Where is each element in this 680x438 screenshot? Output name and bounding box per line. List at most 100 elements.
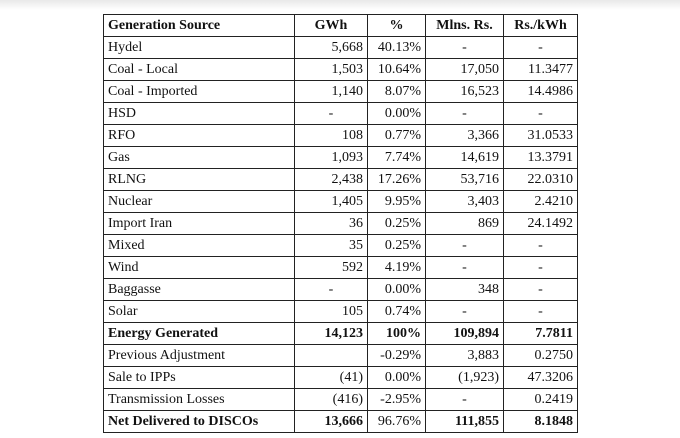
percent-cell: 7.74% (367, 146, 426, 169)
rupees-per-kwh-cell: 14.4986 (503, 80, 578, 103)
header-gwh: GWh (294, 14, 368, 37)
gwh-cell (294, 344, 368, 367)
table-row: Transmission Losses (416) -2.95% -0.2419 (103, 388, 578, 411)
table-row: Energy Generated 14,123 100% 109,894 7.7811 (103, 322, 578, 345)
rupees-per-kwh-cell: 2.4210 (503, 190, 578, 213)
header-generation-source: Generation Source (103, 14, 295, 37)
source-cell: Wind (103, 256, 295, 279)
table-header-row: Generation Source GWh % Mlns. Rs. Rs./kW… (103, 14, 578, 37)
table-row: Baggasse -0.00% 348- (103, 278, 578, 301)
source-cell: Net Delivered to DISCOs (103, 410, 295, 433)
million-rupees-cell: 16,523 (425, 80, 504, 103)
header-million-rupees: Mlns. Rs. (425, 14, 504, 37)
table-row: Wind 592 4.19% - - (103, 256, 578, 279)
source-cell: Gas (103, 146, 295, 169)
million-rupees-cell: - (425, 234, 504, 257)
rupees-per-kwh-cell: - (503, 278, 578, 301)
million-rupees-cell: (1,923) (425, 366, 504, 389)
rupees-per-kwh-cell: - (503, 256, 578, 279)
percent-cell: 0.74% (367, 300, 426, 323)
gwh-cell: 592 (294, 256, 368, 279)
million-rupees-cell: 17,050 (425, 58, 504, 81)
percent-cell: 0.00% (367, 102, 426, 125)
gwh-cell: 1,093 (294, 146, 368, 169)
million-rupees-cell: 109,894 (425, 322, 504, 345)
table-row: Gas 1,093 7.74% 14,619 13.3791 (103, 146, 578, 169)
million-rupees-cell: - (425, 300, 504, 323)
gwh-cell: 14,123 (294, 322, 368, 345)
source-cell: Hydel (103, 36, 295, 59)
gwh-cell: 35 (294, 234, 368, 257)
gwh-cell: 2,438 (294, 168, 368, 191)
million-rupees-cell: - (425, 388, 504, 411)
table-row: Import Iran 36 0.25% 869 24.1492 (103, 212, 578, 235)
table-row: Net Delivered to DISCOs 13,666 96.76% 111,8… (103, 410, 578, 433)
percent-cell: 40.13% (367, 36, 426, 59)
percent-cell: 100% (367, 322, 426, 345)
gwh-cell: 13,666 (294, 410, 368, 433)
header-rupees-per-kwh: Rs./kWh (503, 14, 578, 37)
rupees-per-kwh-cell: 8.1848 (503, 410, 578, 433)
million-rupees-cell: - (425, 256, 504, 279)
rupees-per-kwh-cell: 31.0533 (503, 124, 578, 147)
source-cell: Previous Adjustment (103, 344, 295, 367)
source-cell: Baggasse (103, 278, 295, 301)
table-row: HSD -0.00% - - (103, 102, 578, 125)
percent-cell: 4.19% (367, 256, 426, 279)
gwh-cell: 1,503 (294, 58, 368, 81)
gwh-cell: (41) (294, 366, 368, 389)
source-cell: RFO (103, 124, 295, 147)
million-rupees-cell: - (425, 36, 504, 59)
source-cell: Coal - Local (103, 58, 295, 81)
source-cell: Import Iran (103, 212, 295, 235)
percent-cell: 96.76% (367, 410, 426, 433)
percent-cell: 0.00% (367, 366, 426, 389)
source-cell: Coal - Imported (103, 80, 295, 103)
percent-cell: 0.77% (367, 124, 426, 147)
million-rupees-cell: - (425, 102, 504, 125)
gwh-cell: 108 (294, 124, 368, 147)
million-rupees-cell: 53,716 (425, 168, 504, 191)
source-cell: Mixed (103, 234, 295, 257)
gwh-cell: 1,405 (294, 190, 368, 213)
generation-cost-table: Generation Source GWh % Mlns. Rs. Rs./kW… (103, 14, 578, 433)
percent-cell: 10.64% (367, 58, 426, 81)
gwh-cell: 36 (294, 212, 368, 235)
source-cell: Transmission Losses (103, 388, 295, 411)
table-row: Hydel 5,668 40.13% - - (103, 36, 578, 59)
million-rupees-cell: 869 (425, 212, 504, 235)
rupees-per-kwh-cell: 7.7811 (503, 322, 578, 345)
source-cell: Sale to IPPs (103, 366, 295, 389)
percent-cell: 0.25% (367, 212, 426, 235)
table-row: Coal - Imported 1,140 8.07% 16,523 14.4986 (103, 80, 578, 103)
table-row: Sale to IPPs (41) 0.00% (1,923) 47.3206 (103, 366, 578, 389)
source-cell: Energy Generated (103, 322, 295, 345)
percent-cell: -2.95% (367, 388, 426, 411)
source-cell: HSD (103, 102, 295, 125)
table-body: Hydel 5,668 40.13% - - Coal - Local 1,503 10.64… (103, 36, 578, 433)
gwh-cell: 5,668 (294, 36, 368, 59)
rupees-per-kwh-cell: - (503, 300, 578, 323)
percent-cell: 17.26% (367, 168, 426, 191)
page-top-shadow (0, 0, 680, 10)
percent-cell: -0.29% (367, 344, 426, 367)
source-cell: Nuclear (103, 190, 295, 213)
table-row: RFO 108 0.77% 3,366 31.0533 (103, 124, 578, 147)
percent-cell: 8.07% (367, 80, 426, 103)
gwh-cell: 1,140 (294, 80, 368, 103)
header-percent: % (367, 14, 426, 37)
rupees-per-kwh-cell: 0.2419 (503, 388, 578, 411)
table-row: Solar 105 0.74% - - (103, 300, 578, 323)
rupees-per-kwh-cell: - (503, 102, 578, 125)
rupees-per-kwh-cell: 47.3206 (503, 366, 578, 389)
table-row: RLNG 2,438 17.26% 53,716 22.0310 (103, 168, 578, 191)
gwh-cell: 105 (294, 300, 368, 323)
table-row: Mixed 35 0.25% - - (103, 234, 578, 257)
percent-cell: 9.95% (367, 190, 426, 213)
rupees-per-kwh-cell: - (503, 36, 578, 59)
rupees-per-kwh-cell: 0.2750 (503, 344, 578, 367)
million-rupees-cell: 111,855 (425, 410, 504, 433)
million-rupees-cell: 3,883 (425, 344, 504, 367)
rupees-per-kwh-cell: 24.1492 (503, 212, 578, 235)
rupees-per-kwh-cell: 22.0310 (503, 168, 578, 191)
